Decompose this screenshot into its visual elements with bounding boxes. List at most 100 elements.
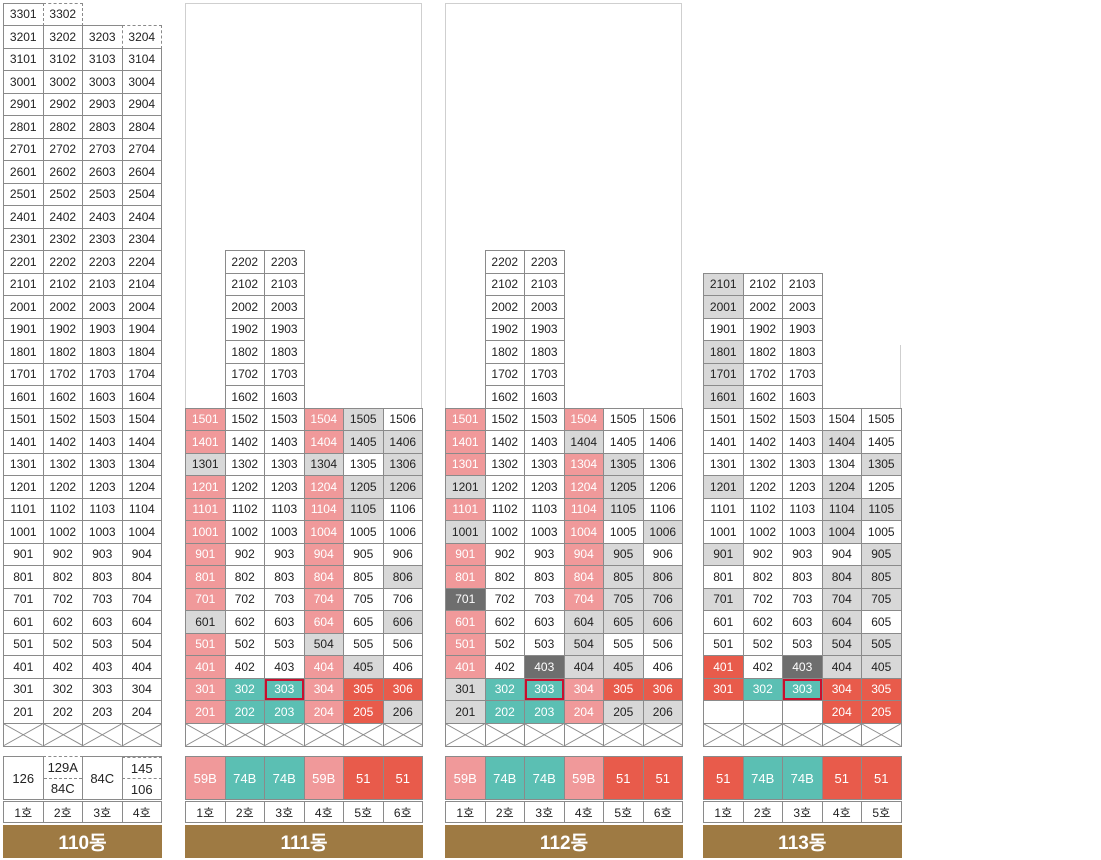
unit-cell[interactable]: 3101 xyxy=(3,47,44,71)
unit-cell[interactable]: 1103 xyxy=(782,497,823,521)
unit-cell[interactable]: 1203 xyxy=(82,475,123,499)
unit-cell[interactable]: 402 xyxy=(42,655,83,679)
unit-cell[interactable]: 201 xyxy=(185,700,226,724)
unit-cell[interactable]: 2102 xyxy=(742,272,783,296)
unit-cell[interactable]: 1303 xyxy=(782,452,823,476)
unit-cell[interactable]: 1205 xyxy=(603,475,644,499)
unit-cell[interactable]: 2002 xyxy=(742,295,783,319)
unit-cell[interactable]: 506 xyxy=(382,632,423,656)
unit-cell[interactable]: 306 xyxy=(642,677,683,701)
unit-cell[interactable]: 804 xyxy=(563,565,604,589)
unit-cell[interactable]: 1201 xyxy=(3,475,44,499)
unit-cell[interactable]: 203 xyxy=(264,700,305,724)
unit-cell[interactable]: 205 xyxy=(603,700,644,724)
unit-cell[interactable]: 504 xyxy=(303,632,344,656)
unit-cell[interactable]: 2903 xyxy=(82,92,123,116)
unit-cell[interactable]: 2202 xyxy=(484,250,525,274)
unit-cell[interactable]: 2004 xyxy=(121,295,162,319)
unit-cell[interactable]: 3203 xyxy=(82,25,123,49)
unit-cell[interactable]: 606 xyxy=(642,610,683,634)
unit-cell[interactable]: 1601 xyxy=(703,385,744,409)
unit-cell[interactable]: 803 xyxy=(524,565,565,589)
unit-cell[interactable]: 1303 xyxy=(264,452,305,476)
unit-cell[interactable]: 2101 xyxy=(3,272,44,296)
unit-cell[interactable]: 2703 xyxy=(82,137,123,161)
unit-cell[interactable]: 304 xyxy=(121,677,162,701)
unit-cell[interactable]: 1003 xyxy=(82,520,123,544)
unit-cell[interactable]: 404 xyxy=(563,655,604,679)
unit-cell[interactable]: 2202 xyxy=(42,250,83,274)
unit-cell[interactable]: 901 xyxy=(3,542,44,566)
unit-cell[interactable]: 1505 xyxy=(603,407,644,431)
unit-cell[interactable]: 803 xyxy=(82,565,123,589)
unit-cell[interactable]: 1306 xyxy=(642,452,683,476)
unit-cell[interactable]: 1106 xyxy=(382,497,423,521)
unit-cell[interactable]: 1804 xyxy=(121,340,162,364)
unit-cell[interactable]: 604 xyxy=(303,610,344,634)
unit-cell[interactable]: 1201 xyxy=(703,475,744,499)
unit-cell[interactable]: 301 xyxy=(703,677,744,701)
unit-cell[interactable]: 1506 xyxy=(642,407,683,431)
unit-cell[interactable]: 503 xyxy=(782,632,823,656)
unit-cell[interactable]: 1703 xyxy=(524,362,565,386)
unit-cell[interactable]: 403 xyxy=(82,655,123,679)
unit-cell[interactable]: 2804 xyxy=(121,115,162,139)
unit-cell[interactable]: 401 xyxy=(445,655,486,679)
unit-cell[interactable]: 1302 xyxy=(742,452,783,476)
unit-cell[interactable]: 3102 xyxy=(42,47,83,71)
unit-cell[interactable]: 2801 xyxy=(3,115,44,139)
unit-cell[interactable]: 1204 xyxy=(821,475,862,499)
unit-cell[interactable]: 1002 xyxy=(484,520,525,544)
unit-cell[interactable]: 1105 xyxy=(603,497,644,521)
unit-cell[interactable]: 1501 xyxy=(185,407,226,431)
unit-cell[interactable]: 2102 xyxy=(42,272,83,296)
unit-cell[interactable]: 604 xyxy=(121,610,162,634)
unit-cell[interactable]: 204 xyxy=(303,700,344,724)
unit-cell[interactable]: 704 xyxy=(821,587,862,611)
unit-cell[interactable]: 802 xyxy=(224,565,265,589)
unit-cell[interactable]: 3003 xyxy=(82,70,123,94)
unit-cell[interactable]: 606 xyxy=(382,610,423,634)
unit-cell[interactable]: 1304 xyxy=(121,452,162,476)
unit-cell[interactable]: 1106 xyxy=(642,497,683,521)
unit-cell[interactable]: 203 xyxy=(82,700,123,724)
unit-cell[interactable]: 404 xyxy=(303,655,344,679)
unit-cell[interactable]: 1701 xyxy=(3,362,44,386)
unit-cell[interactable]: 304 xyxy=(303,677,344,701)
unit-cell[interactable]: 1403 xyxy=(782,430,823,454)
unit-cell[interactable]: 1802 xyxy=(224,340,265,364)
unit-cell[interactable]: 701 xyxy=(703,587,744,611)
unit-cell[interactable]: 1503 xyxy=(782,407,823,431)
unit-cell[interactable]: 301 xyxy=(445,677,486,701)
unit-cell[interactable]: 905 xyxy=(343,542,384,566)
unit-cell[interactable]: 302 xyxy=(42,677,83,701)
unit-cell[interactable]: 3204 xyxy=(121,25,162,49)
unit-cell[interactable]: 1305 xyxy=(603,452,644,476)
unit-cell[interactable]: 1303 xyxy=(524,452,565,476)
unit-cell[interactable] xyxy=(782,700,823,724)
unit-cell[interactable]: 302 xyxy=(742,677,783,701)
unit-cell[interactable]: 1803 xyxy=(82,340,123,364)
unit-cell[interactable]: 1502 xyxy=(742,407,783,431)
unit-cell[interactable]: 2303 xyxy=(82,227,123,251)
unit-cell[interactable]: 503 xyxy=(82,632,123,656)
unit-cell[interactable]: 1802 xyxy=(742,340,783,364)
unit-cell[interactable]: 605 xyxy=(603,610,644,634)
unit-cell[interactable]: 1204 xyxy=(303,475,344,499)
unit-cell[interactable]: 2401 xyxy=(3,205,44,229)
unit-cell[interactable]: 1301 xyxy=(703,452,744,476)
unit-cell[interactable]: 1302 xyxy=(42,452,83,476)
unit-cell[interactable]: 202 xyxy=(224,700,265,724)
unit-cell[interactable]: 505 xyxy=(603,632,644,656)
unit-cell[interactable]: 704 xyxy=(121,587,162,611)
unit-cell[interactable]: 601 xyxy=(185,610,226,634)
unit-cell[interactable]: 506 xyxy=(642,632,683,656)
unit-cell[interactable]: 1405 xyxy=(603,430,644,454)
unit-cell[interactable]: 2001 xyxy=(703,295,744,319)
unit-cell[interactable]: 1202 xyxy=(484,475,525,499)
unit-cell[interactable]: 2604 xyxy=(121,160,162,184)
unit-cell[interactable]: 602 xyxy=(224,610,265,634)
unit-cell[interactable]: 1006 xyxy=(642,520,683,544)
unit-cell[interactable]: 3104 xyxy=(121,47,162,71)
unit-cell[interactable]: 201 xyxy=(445,700,486,724)
